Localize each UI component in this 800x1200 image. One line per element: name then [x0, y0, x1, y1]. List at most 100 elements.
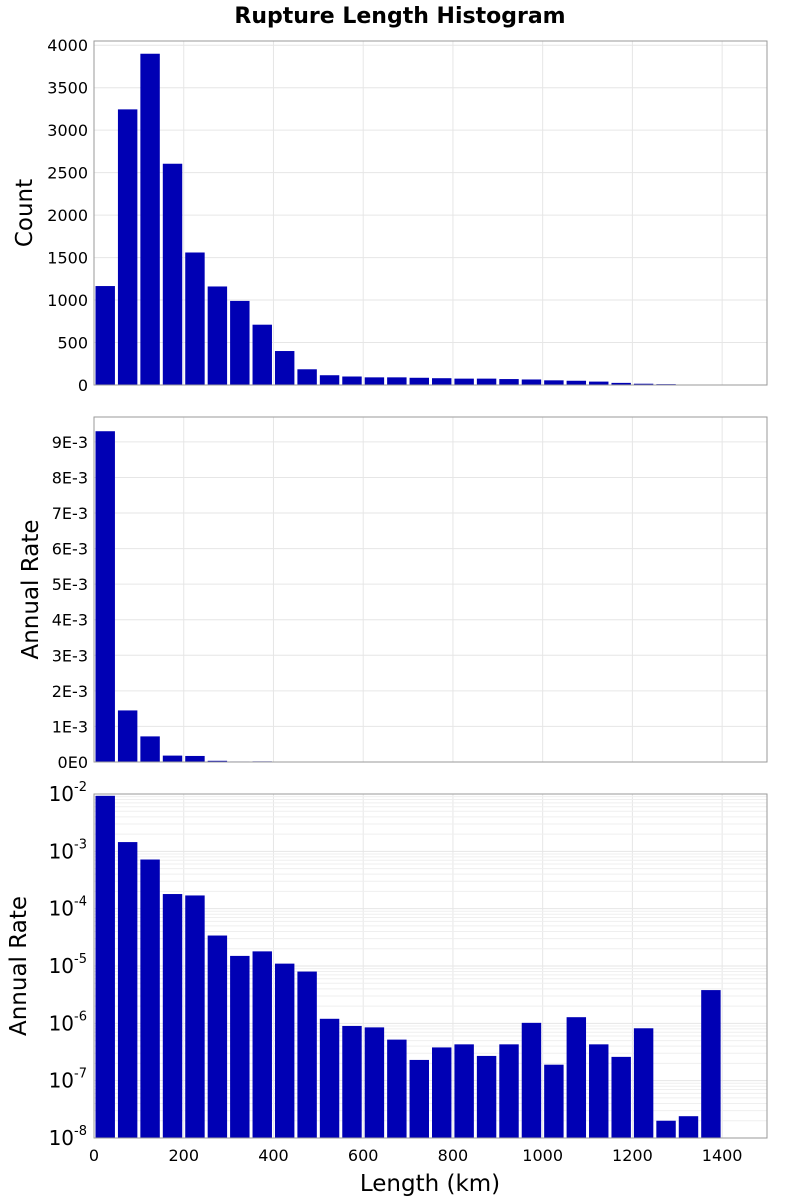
x-axis-label: Length (km) — [360, 1171, 500, 1197]
y-tick-label: 9E-3 — [52, 433, 88, 452]
y-tick-label: 8E-3 — [52, 468, 88, 487]
histogram-bar — [342, 376, 362, 385]
y-tick-label: 500 — [57, 334, 88, 353]
histogram-bar — [140, 53, 160, 385]
y-tick-label: 10-5 — [49, 952, 87, 978]
histogram-bar — [566, 1017, 587, 1138]
histogram-bar — [342, 1025, 362, 1138]
histogram-bar — [297, 971, 317, 1138]
x-tick-label: 200 — [168, 1146, 199, 1165]
histogram-bar — [387, 1039, 407, 1138]
histogram-bar — [611, 382, 631, 385]
y-tick-label: 2E-3 — [52, 682, 88, 701]
histogram-bar — [185, 755, 205, 762]
y-tick-label: 10-6 — [49, 1009, 87, 1035]
histogram-bar — [454, 1044, 474, 1138]
y-tick-label: 3500 — [47, 79, 88, 98]
y-tick-label: 10-4 — [49, 895, 87, 921]
y-tick-label: 0E0 — [58, 753, 88, 772]
histogram-bar — [207, 286, 228, 385]
histogram-bar — [566, 380, 587, 385]
histogram-bar — [252, 951, 272, 1138]
y-tick-label: 1000 — [47, 291, 88, 310]
histogram-bar — [633, 1028, 654, 1138]
histogram-bar — [230, 955, 250, 1138]
y-axis-label: Annual Rate — [6, 896, 32, 1036]
y-tick-label: 4E-3 — [52, 611, 88, 630]
histogram-bar — [409, 377, 429, 385]
histogram-bar — [117, 842, 138, 1138]
annual-rate-log-panel: 10-2 10-3 10-4 10-5 10-6 10-7 10-8 Annual Rate 0… — [6, 780, 768, 1165]
histogram-bar — [140, 859, 160, 1138]
histogram-bar — [589, 381, 609, 385]
y-tick-label: 6E-3 — [52, 540, 88, 559]
y-tick-label: 5E-3 — [52, 575, 88, 594]
y-tick-label: 4000 — [47, 36, 88, 55]
histogram-bar — [611, 1056, 631, 1138]
histogram-bar — [117, 109, 138, 385]
histogram-bar — [319, 375, 340, 385]
histogram-bar — [432, 378, 452, 385]
histogram-bar — [476, 378, 497, 385]
y-tick-label: 10-8 — [49, 1124, 87, 1150]
x-tick-label: 0 — [89, 1146, 99, 1165]
y-tick-label: 3E-3 — [52, 646, 88, 665]
plot-frame — [93, 40, 768, 386]
histogram-bar — [274, 351, 295, 385]
y-tick-label: 10-2 — [49, 780, 87, 806]
histogram-bar — [364, 1027, 385, 1138]
chart-title: Rupture Length Histogram — [234, 4, 565, 29]
histogram-bar — [230, 300, 250, 385]
plot-frame — [93, 416, 768, 763]
plot-frame — [93, 793, 768, 1139]
histogram-bar — [162, 894, 183, 1138]
histogram-bar — [589, 1044, 609, 1138]
histogram-bar — [252, 324, 272, 385]
x-tick-label: 800 — [438, 1146, 469, 1165]
y-tick-label: 7E-3 — [52, 504, 88, 523]
y-tick-label: 2000 — [47, 206, 88, 225]
histogram-bar — [521, 1022, 542, 1138]
histogram-bar — [432, 1047, 452, 1138]
histogram-bar — [207, 935, 228, 1138]
y-tick-label: 1E-3 — [52, 717, 88, 736]
x-tick-label: 600 — [348, 1146, 379, 1165]
histogram-bar — [521, 379, 542, 385]
x-tick-label: 400 — [258, 1146, 289, 1165]
histogram-bar — [185, 252, 205, 385]
y-tick-label: 0 — [78, 376, 88, 395]
histogram-bar — [95, 431, 115, 762]
histogram-bar — [95, 286, 115, 385]
histogram-bar — [297, 369, 317, 385]
y-tick-label: 1500 — [47, 249, 88, 268]
histogram-bar — [409, 1059, 429, 1138]
histogram-bar — [185, 895, 205, 1138]
histogram-bar — [387, 377, 407, 385]
histogram-bar — [633, 383, 654, 385]
histogram-bar — [678, 1116, 699, 1138]
count-histogram-panel: 0 500 1000 1500 2000 2500 3000 3500 4000 Count — [12, 36, 768, 395]
histogram-bar — [476, 1055, 497, 1138]
histogram-bar — [364, 377, 385, 385]
histogram-bar — [162, 163, 183, 385]
histogram-bar — [656, 1120, 676, 1138]
y-axis-label: Annual Rate — [18, 520, 44, 660]
histogram-bar — [117, 710, 138, 762]
histogram-bar — [140, 736, 160, 762]
histogram-bar — [95, 795, 115, 1138]
histogram-bar — [701, 990, 721, 1138]
x-tick-label: 1200 — [612, 1146, 653, 1165]
histogram-bar — [499, 379, 519, 385]
x-tick-label: 1400 — [702, 1146, 743, 1165]
y-axis-label: Count — [12, 179, 38, 247]
histogram-bar — [319, 1018, 340, 1138]
histogram-bar — [499, 1044, 519, 1138]
histogram-bar — [162, 755, 183, 762]
histogram-bar — [207, 760, 228, 762]
y-tick-label: 10-7 — [49, 1067, 87, 1093]
histogram-bar — [544, 1064, 564, 1138]
annual-rate-linear-panel: 0E0 1E-3 2E-3 3E-3 4E-3 5E-3 6E-3 7E-3 8E-3 9E-3 A… — [18, 416, 768, 772]
histogram-bar — [274, 963, 295, 1138]
y-tick-label: 3000 — [47, 121, 88, 140]
